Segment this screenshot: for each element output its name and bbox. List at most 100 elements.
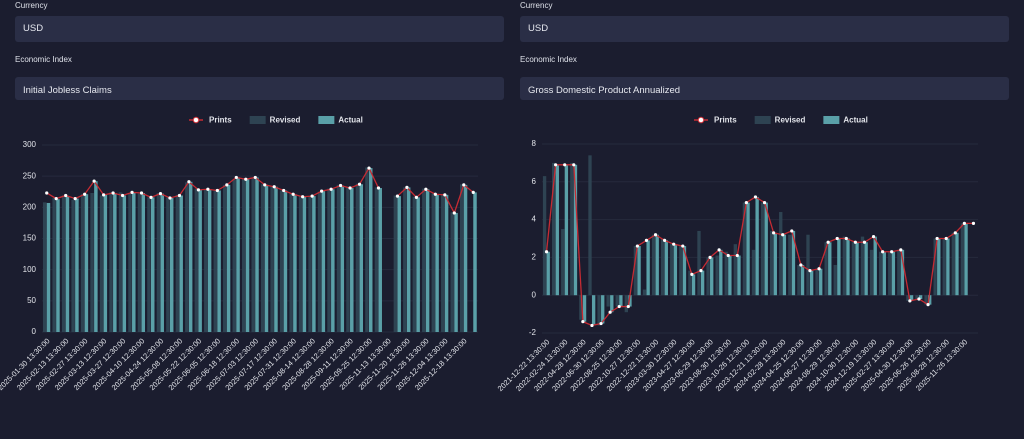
prints-dot bbox=[617, 304, 621, 309]
prints-dot bbox=[808, 269, 812, 273]
prints-dot bbox=[635, 244, 639, 248]
prints-dot bbox=[253, 175, 257, 180]
bar bbox=[141, 192, 146, 332]
bar bbox=[137, 193, 142, 332]
y-tick-label: 0 bbox=[32, 327, 37, 336]
bar bbox=[660, 238, 665, 296]
bar bbox=[561, 229, 565, 296]
prints-dot bbox=[844, 236, 848, 241]
bar bbox=[664, 240, 668, 296]
y-tick-label: 250 bbox=[23, 171, 37, 180]
bar bbox=[378, 188, 382, 332]
prints-dot bbox=[111, 191, 115, 195]
legend-item: Revised bbox=[754, 116, 805, 125]
bar bbox=[797, 264, 801, 296]
legend-item: Revised bbox=[249, 116, 300, 125]
bar bbox=[283, 190, 288, 332]
bar bbox=[582, 295, 587, 322]
bar bbox=[824, 242, 828, 296]
prints-dot bbox=[187, 180, 191, 184]
bar bbox=[700, 270, 705, 296]
y-tick-label: 50 bbox=[27, 296, 36, 305]
bar bbox=[842, 236, 847, 296]
bar bbox=[422, 188, 426, 332]
bar bbox=[691, 274, 696, 296]
bar bbox=[633, 246, 638, 296]
prints-dot bbox=[338, 183, 343, 188]
bar bbox=[588, 155, 592, 296]
field-label: Economic Index bbox=[520, 55, 577, 64]
bar bbox=[270, 186, 274, 332]
bar bbox=[298, 196, 303, 332]
bar bbox=[65, 196, 70, 332]
bar bbox=[397, 196, 401, 332]
bar bbox=[915, 295, 919, 299]
bar bbox=[241, 178, 246, 332]
prints-dot bbox=[599, 321, 603, 326]
prints-dot bbox=[890, 250, 894, 254]
bar bbox=[473, 192, 477, 332]
currency-select[interactable]: USD bbox=[520, 16, 1009, 42]
bar bbox=[610, 295, 614, 313]
bar bbox=[444, 194, 449, 332]
bar bbox=[179, 195, 183, 332]
bar bbox=[710, 257, 714, 296]
prints-dot bbox=[462, 183, 466, 187]
prints-dot bbox=[881, 250, 885, 254]
y-tick-label: 0 bbox=[532, 290, 537, 299]
prints-dot bbox=[544, 250, 549, 254]
bar bbox=[928, 295, 932, 305]
prints-dot bbox=[762, 200, 767, 205]
prints-dot bbox=[681, 244, 685, 248]
prints-dot bbox=[908, 299, 912, 303]
bar bbox=[728, 255, 732, 296]
bar bbox=[52, 197, 56, 332]
prints-dot bbox=[357, 182, 362, 186]
prints-dot bbox=[139, 191, 144, 195]
bar bbox=[369, 168, 373, 332]
prints-dot bbox=[452, 211, 456, 215]
prints-dot bbox=[953, 231, 957, 235]
index-select[interactable]: Gross Domestic Product Annualized bbox=[520, 77, 1009, 100]
bar bbox=[207, 189, 212, 332]
prints-dot bbox=[177, 193, 182, 198]
bar bbox=[809, 270, 814, 296]
bar bbox=[655, 234, 659, 296]
bar bbox=[937, 238, 941, 296]
legend-dot bbox=[697, 116, 705, 124]
legend-label: Prints bbox=[209, 116, 232, 125]
currency-select[interactable]: USD bbox=[15, 16, 504, 42]
bar bbox=[724, 251, 728, 296]
prints-dot bbox=[225, 183, 229, 187]
bar bbox=[406, 187, 411, 332]
bar bbox=[403, 187, 407, 332]
bar bbox=[564, 164, 569, 296]
bar bbox=[223, 184, 227, 332]
bar bbox=[946, 238, 950, 296]
prints-dot bbox=[348, 186, 352, 190]
bar bbox=[194, 188, 199, 332]
prints-dot bbox=[92, 179, 96, 183]
bar bbox=[755, 196, 759, 296]
bar bbox=[71, 199, 75, 332]
y-tick-label: 4 bbox=[532, 215, 537, 224]
bar bbox=[279, 190, 284, 332]
legend-item: Actual bbox=[318, 116, 363, 125]
bar bbox=[188, 181, 193, 332]
index-select[interactable]: Initial Jobless Claims bbox=[15, 77, 504, 100]
bar bbox=[459, 184, 464, 332]
bar bbox=[682, 246, 687, 296]
bar bbox=[733, 244, 738, 296]
bar bbox=[289, 193, 293, 332]
bar bbox=[619, 295, 623, 307]
bar bbox=[597, 295, 601, 326]
bar bbox=[833, 264, 837, 296]
field-label: Currency bbox=[520, 1, 553, 10]
bar bbox=[128, 192, 132, 332]
prints-dot bbox=[944, 236, 948, 241]
y-tick-label: 2 bbox=[532, 253, 537, 262]
legend-swatch bbox=[823, 116, 840, 124]
bar bbox=[673, 244, 678, 296]
bar bbox=[951, 232, 956, 296]
